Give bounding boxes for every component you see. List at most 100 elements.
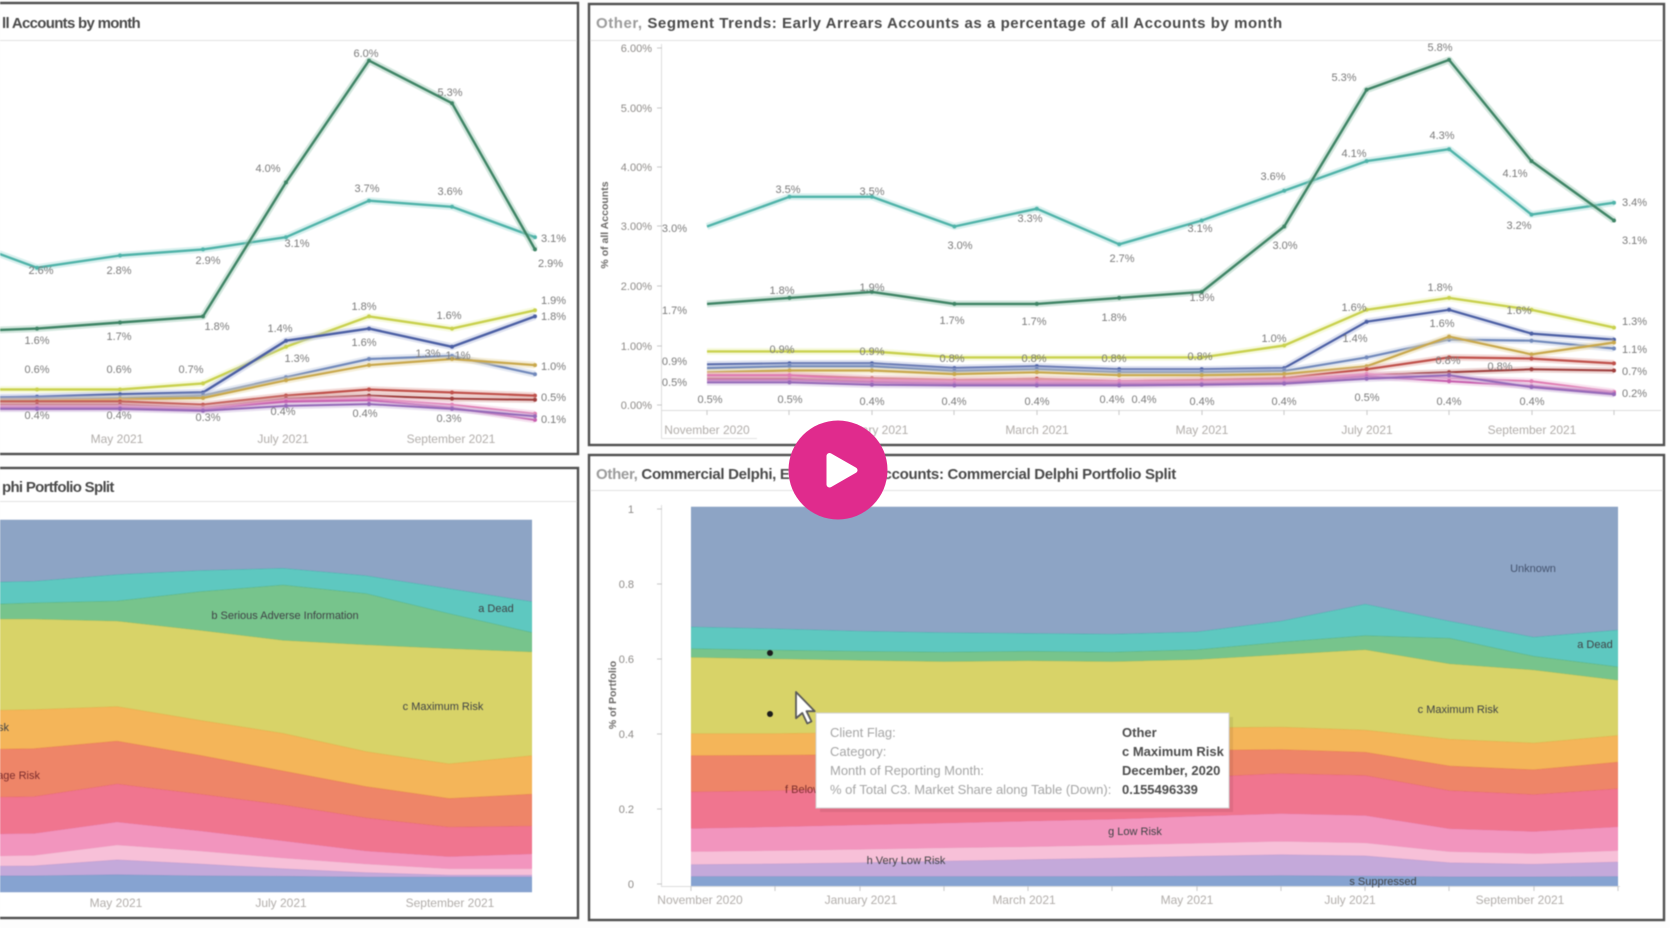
svg-text:a Dead: a Dead xyxy=(478,603,513,615)
svg-text:4.00%: 4.00% xyxy=(621,162,652,174)
svg-text:f Below Average Risk: f Below Average Risk xyxy=(0,770,40,782)
svg-text:phi Portfolio Split: phi Portfolio Split xyxy=(2,479,114,496)
svg-text:1.3%: 1.3% xyxy=(284,353,309,365)
svg-text:0.9%: 0.9% xyxy=(769,344,794,356)
svg-text:July 2021: July 2021 xyxy=(257,432,309,446)
svg-text:a Dead: a Dead xyxy=(1577,639,1612,651)
svg-text:0.8%: 0.8% xyxy=(939,353,964,365)
svg-text:1.7%: 1.7% xyxy=(106,331,131,343)
svg-text:September 2021: September 2021 xyxy=(1488,423,1577,437)
svg-text:0.4%: 0.4% xyxy=(24,410,49,422)
svg-text:2.8%: 2.8% xyxy=(106,265,131,277)
svg-text:3.1%: 3.1% xyxy=(541,233,566,245)
svg-text:0.7%: 0.7% xyxy=(178,364,203,376)
svg-text:5.00%: 5.00% xyxy=(621,103,652,115)
svg-text:January 2021: January 2021 xyxy=(825,893,898,907)
svg-text:0.9%: 0.9% xyxy=(859,346,884,358)
svg-text:1.0%: 1.0% xyxy=(541,361,566,373)
svg-text:3.0%: 3.0% xyxy=(947,240,972,252)
svg-text:0.6%: 0.6% xyxy=(24,364,49,376)
svg-text:0.4%: 0.4% xyxy=(270,406,295,418)
svg-text:5.3%: 5.3% xyxy=(1331,72,1356,84)
svg-text:g Low Risk: g Low Risk xyxy=(1108,826,1162,838)
svg-text:c Maximum Risk: c Maximum Risk xyxy=(1418,704,1499,716)
svg-text:1.8%: 1.8% xyxy=(1427,282,1452,294)
svg-text:Other: Other xyxy=(1122,725,1157,740)
svg-text:1.9%: 1.9% xyxy=(541,295,566,307)
svg-text:May 2021: May 2021 xyxy=(1176,423,1229,437)
svg-text:3.5%: 3.5% xyxy=(775,184,800,196)
svg-text:September 2021: September 2021 xyxy=(406,896,495,910)
svg-text:1.8%: 1.8% xyxy=(1101,312,1126,324)
svg-text:May 2021: May 2021 xyxy=(90,896,143,910)
svg-text:Unknown: Unknown xyxy=(1510,563,1556,575)
svg-text:3.6%: 3.6% xyxy=(437,186,462,198)
svg-text:0.8%: 0.8% xyxy=(1435,355,1460,367)
svg-text:Category:: Category: xyxy=(830,744,886,759)
svg-text:0.3%: 0.3% xyxy=(436,413,461,425)
svg-text:% of Total C3. Market Share al: % of Total C3. Market Share along Table … xyxy=(830,782,1111,797)
svg-text:0.5%: 0.5% xyxy=(697,394,722,406)
svg-text:1.6%: 1.6% xyxy=(24,335,49,347)
svg-text:3.00%: 3.00% xyxy=(621,221,652,233)
svg-text:0.2: 0.2 xyxy=(619,804,634,816)
svg-text:1.6%: 1.6% xyxy=(351,337,376,349)
svg-text:4.0%: 4.0% xyxy=(255,163,280,175)
svg-text:% of all Accounts: % of all Accounts xyxy=(599,181,611,268)
svg-text:0.8%: 0.8% xyxy=(1487,361,1512,373)
svg-text:s Suppressed: s Suppressed xyxy=(1349,876,1416,888)
svg-text:2.7%: 2.7% xyxy=(1109,253,1134,265)
svg-text:1.7%: 1.7% xyxy=(1021,316,1046,328)
svg-text:0.6: 0.6 xyxy=(619,654,634,666)
svg-text:0.4%: 0.4% xyxy=(1189,396,1214,408)
svg-text:1.7%: 1.7% xyxy=(939,315,964,327)
svg-text:0.5%: 0.5% xyxy=(777,394,802,406)
svg-text:0.4%: 0.4% xyxy=(1519,396,1544,408)
svg-text:1.8%: 1.8% xyxy=(541,311,566,323)
svg-text:3.3%: 3.3% xyxy=(1017,213,1042,225)
svg-text:3.4%: 3.4% xyxy=(1622,197,1647,209)
svg-text:1.1%: 1.1% xyxy=(1622,344,1647,356)
svg-text:0.7%: 0.7% xyxy=(1622,366,1647,378)
svg-text:4.3%: 4.3% xyxy=(1429,130,1454,142)
svg-text:c Maximum Risk: c Maximum Risk xyxy=(1122,744,1225,759)
svg-text:2.9%: 2.9% xyxy=(538,258,563,270)
svg-text:1.9%: 1.9% xyxy=(859,282,884,294)
svg-text:1.8%: 1.8% xyxy=(204,321,229,333)
svg-text:0.4%: 0.4% xyxy=(106,410,131,422)
svg-text:1.4%: 1.4% xyxy=(1342,333,1367,345)
svg-text:h Very Low Risk: h Very Low Risk xyxy=(867,855,946,867)
svg-text:March 2021: March 2021 xyxy=(1005,423,1069,437)
svg-text:3.2%: 3.2% xyxy=(1506,220,1531,232)
svg-text:1.3%: 1.3% xyxy=(415,348,440,360)
svg-text:1.6%: 1.6% xyxy=(436,310,461,322)
svg-text:0.4%: 0.4% xyxy=(1436,396,1461,408)
svg-text:e High Risk: e High Risk xyxy=(0,722,9,734)
svg-text:4.1%: 4.1% xyxy=(1502,168,1527,180)
svg-text:b Serious Adverse Information: b Serious Adverse Information xyxy=(211,610,358,622)
svg-text:Month of Reporting Month:: Month of Reporting Month: xyxy=(830,763,984,778)
svg-text:4.1%: 4.1% xyxy=(1341,148,1366,160)
svg-text:December, 2020: December, 2020 xyxy=(1122,763,1220,778)
svg-text:3.1%: 3.1% xyxy=(1622,235,1647,247)
svg-text:0.4%: 0.4% xyxy=(859,396,884,408)
svg-text:c Maximum Risk: c Maximum Risk xyxy=(403,701,484,713)
svg-text:1.00%: 1.00% xyxy=(621,341,652,353)
svg-text:0.3%: 0.3% xyxy=(195,412,220,424)
svg-text:July 2021: July 2021 xyxy=(1324,893,1376,907)
svg-text:0: 0 xyxy=(628,879,634,891)
svg-text:3.0%: 3.0% xyxy=(1272,240,1297,252)
svg-text:July 2021: July 2021 xyxy=(255,896,307,910)
svg-text:1.8%: 1.8% xyxy=(351,301,376,313)
svg-text:0.155496339: 0.155496339 xyxy=(1122,782,1198,797)
svg-text:May 2021: May 2021 xyxy=(91,432,144,446)
svg-text:0.4%: 0.4% xyxy=(941,396,966,408)
svg-text:5.3%: 5.3% xyxy=(437,87,462,99)
svg-text:0.5%: 0.5% xyxy=(541,392,566,404)
svg-text:ll Accounts by month: ll Accounts by month xyxy=(2,15,140,32)
svg-text:% of Portfolio: % of Portfolio xyxy=(607,661,619,729)
svg-text:November 2020: November 2020 xyxy=(657,893,743,907)
svg-text:6.00%: 6.00% xyxy=(621,43,652,55)
svg-text:1.6%: 1.6% xyxy=(1506,305,1531,317)
svg-text:Client Flag:: Client Flag: xyxy=(830,725,896,740)
